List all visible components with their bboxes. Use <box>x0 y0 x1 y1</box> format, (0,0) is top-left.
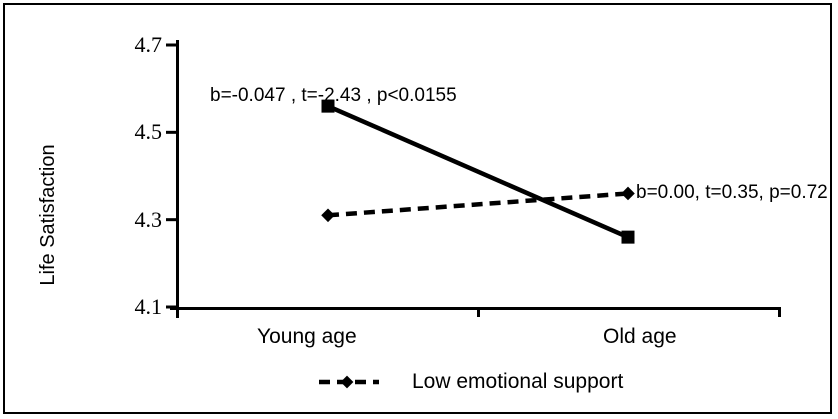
y-tick-label: 4.1 <box>134 294 163 319</box>
annotation-solid-series: b=-0.047 , t=-2.43 , p<0.0155 <box>210 85 457 106</box>
diamond-marker <box>621 186 635 201</box>
series-line-dashed <box>327 191 629 218</box>
y-tick-label: 4.5 <box>134 119 163 145</box>
legend: Low emotional support <box>318 370 623 394</box>
x-category-label-old-age: Old age <box>603 325 677 348</box>
legend-label: Low emotional support <box>412 370 624 393</box>
x-category-label-young-age: Young age <box>257 325 357 348</box>
y-tick-label: 4.3 <box>134 206 163 232</box>
y-tick-label: 4.7 <box>134 32 163 57</box>
annotation-dashed-series: b=0.00, t=0.35, p=0.72 <box>636 182 828 203</box>
diamond-marker <box>321 208 335 223</box>
legend-dashed-diamond-icon <box>319 375 379 389</box>
square-marker <box>621 230 635 244</box>
y-axis-title: Life Satisfaction <box>37 144 59 286</box>
series-line-solid <box>327 104 629 240</box>
figure-border <box>3 3 832 414</box>
square-marker <box>321 99 335 113</box>
